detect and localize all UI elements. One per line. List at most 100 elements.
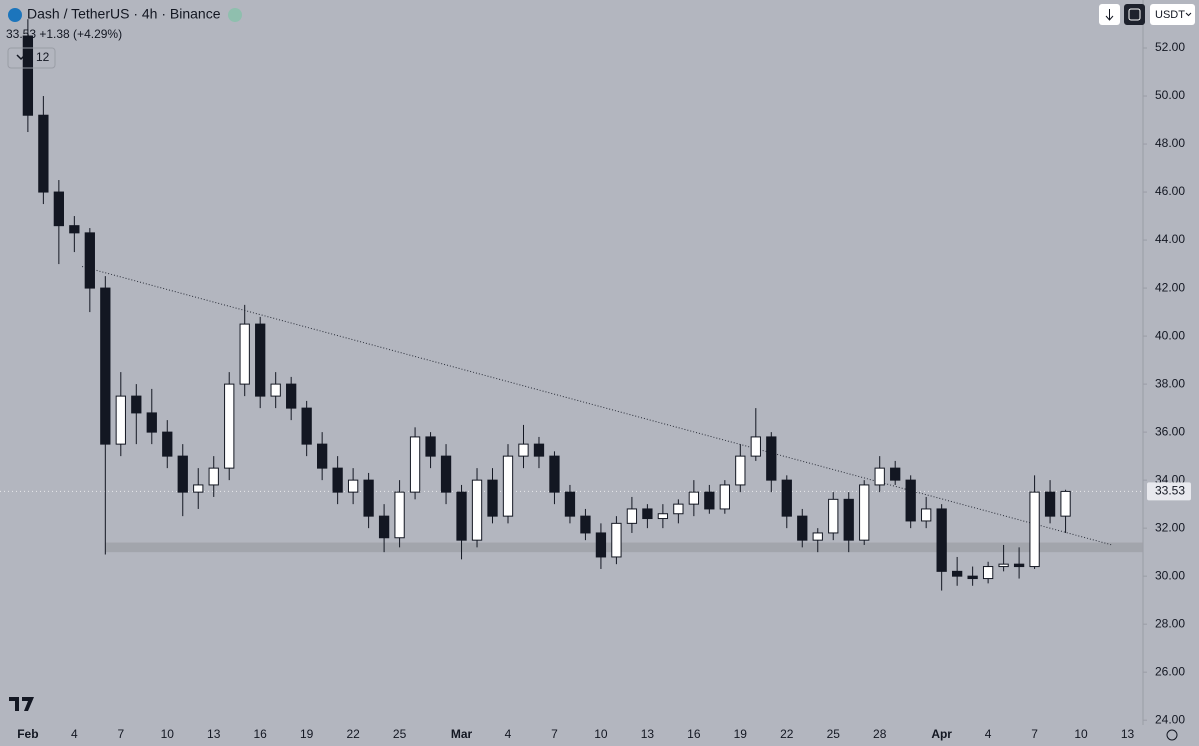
last-price-label: 33.53 bbox=[1155, 484, 1185, 498]
candle-body bbox=[564, 491, 576, 517]
indicator-toggle[interactable] bbox=[7, 47, 56, 69]
candle-body bbox=[936, 508, 947, 572]
trendline bbox=[81, 265, 1113, 546]
y-tick-label: 32.00 bbox=[1155, 520, 1185, 534]
candle-body bbox=[146, 412, 157, 433]
candle-body bbox=[766, 436, 777, 481]
chevron bbox=[1185, 12, 1192, 17]
coin-icon bbox=[8, 8, 22, 22]
currency-label: USDT bbox=[1155, 9, 1185, 21]
x-tick-label: 28 bbox=[873, 727, 887, 741]
candle-body bbox=[982, 566, 994, 580]
x-tick-label: 10 bbox=[594, 727, 608, 741]
candle-body bbox=[580, 515, 591, 534]
x-tick-label: 10 bbox=[1074, 727, 1088, 741]
candle-body bbox=[162, 431, 173, 457]
candle-body bbox=[673, 503, 684, 515]
candle-body bbox=[502, 455, 514, 517]
candle-body bbox=[812, 532, 823, 541]
x-tick-label: 16 bbox=[687, 727, 701, 741]
candle-body bbox=[549, 455, 560, 493]
candle-body bbox=[317, 443, 328, 469]
y-tick-label: 30.00 bbox=[1155, 568, 1185, 582]
candle-body bbox=[224, 383, 235, 469]
currency-button[interactable] bbox=[1150, 4, 1195, 25]
y-tick-label: 28.00 bbox=[1155, 616, 1185, 630]
candle-body bbox=[518, 443, 529, 457]
candle-body bbox=[626, 508, 638, 524]
x-tick-label: Apr bbox=[931, 727, 952, 741]
candle-body bbox=[1060, 490, 1071, 517]
price-change: 33.53 +1.38 (+4.29%) bbox=[6, 27, 122, 41]
x-tick-label: 22 bbox=[780, 727, 794, 741]
x-tick-label: 13 bbox=[207, 727, 221, 741]
status-dot bbox=[228, 8, 242, 22]
y-tick-label: 48.00 bbox=[1155, 136, 1185, 150]
y-tick-label: 46.00 bbox=[1155, 184, 1185, 198]
candle-body bbox=[378, 515, 390, 539]
x-tick-label: Mar bbox=[451, 727, 473, 741]
y-tick-label: 38.00 bbox=[1155, 376, 1185, 390]
candle-body bbox=[828, 498, 839, 534]
y-tick-label: 36.00 bbox=[1155, 424, 1185, 438]
x-tick-label: 7 bbox=[551, 727, 558, 741]
plot bbox=[0, 19, 1144, 591]
x-tick-label: 22 bbox=[346, 727, 360, 741]
x-tick-label: 16 bbox=[254, 727, 268, 741]
logo bbox=[9, 697, 34, 711]
y-tick-label: 44.00 bbox=[1155, 232, 1185, 246]
candle-body bbox=[611, 522, 622, 558]
candle-body bbox=[998, 563, 1009, 568]
candle-body bbox=[53, 191, 64, 227]
candle-body bbox=[177, 455, 188, 493]
candle-body bbox=[69, 225, 80, 234]
candle-body bbox=[471, 479, 483, 541]
candle-body bbox=[1029, 491, 1040, 568]
candle-body bbox=[22, 35, 34, 116]
x-tick-label: Feb bbox=[17, 727, 38, 741]
settings-icon[interactable] bbox=[1166, 729, 1178, 741]
y-tick-label: 52.00 bbox=[1155, 40, 1185, 54]
candle-body bbox=[131, 395, 142, 414]
x-tick-label: 13 bbox=[1121, 727, 1135, 741]
candle-body bbox=[890, 467, 901, 481]
x-tick-label: 7 bbox=[1031, 727, 1038, 741]
x-tick-label: 4 bbox=[985, 727, 992, 741]
candle-body bbox=[332, 467, 343, 493]
x-tick-label: 7 bbox=[117, 727, 124, 741]
candle-body bbox=[456, 491, 467, 541]
candle-body bbox=[533, 443, 545, 457]
candle-body bbox=[363, 479, 374, 517]
candle-body bbox=[719, 484, 730, 510]
candle-body bbox=[750, 436, 761, 457]
candle-body bbox=[1013, 563, 1025, 568]
candle-body bbox=[239, 323, 250, 385]
candle-body bbox=[704, 491, 715, 510]
candle-body bbox=[874, 467, 885, 486]
candle-body bbox=[595, 532, 607, 558]
candle-body bbox=[347, 479, 359, 493]
y-tick-label: 26.00 bbox=[1155, 664, 1185, 678]
candle-body bbox=[843, 498, 854, 541]
y-tick-label: 40.00 bbox=[1155, 328, 1185, 342]
candle-body bbox=[100, 287, 111, 445]
candle-body bbox=[1044, 491, 1056, 517]
candle-body bbox=[301, 407, 312, 445]
candle-body bbox=[781, 479, 792, 517]
fullscreen-button[interactable] bbox=[1124, 4, 1145, 25]
candle-body bbox=[905, 479, 916, 522]
candle-body bbox=[394, 491, 405, 539]
indicator-count: 12 bbox=[36, 50, 50, 64]
candle-body bbox=[921, 508, 932, 522]
candle-body bbox=[409, 436, 421, 493]
candle-body bbox=[487, 479, 498, 517]
x-tick-label: 4 bbox=[505, 727, 512, 741]
candle-body bbox=[208, 467, 219, 486]
candle-body bbox=[657, 513, 669, 520]
x-tick-label: 25 bbox=[393, 727, 407, 741]
candle-body bbox=[735, 455, 746, 486]
chevron bbox=[16, 54, 26, 61]
candle-body bbox=[193, 484, 204, 493]
x-tick-label: 25 bbox=[827, 727, 841, 741]
x-tick-label: 4 bbox=[71, 727, 78, 741]
